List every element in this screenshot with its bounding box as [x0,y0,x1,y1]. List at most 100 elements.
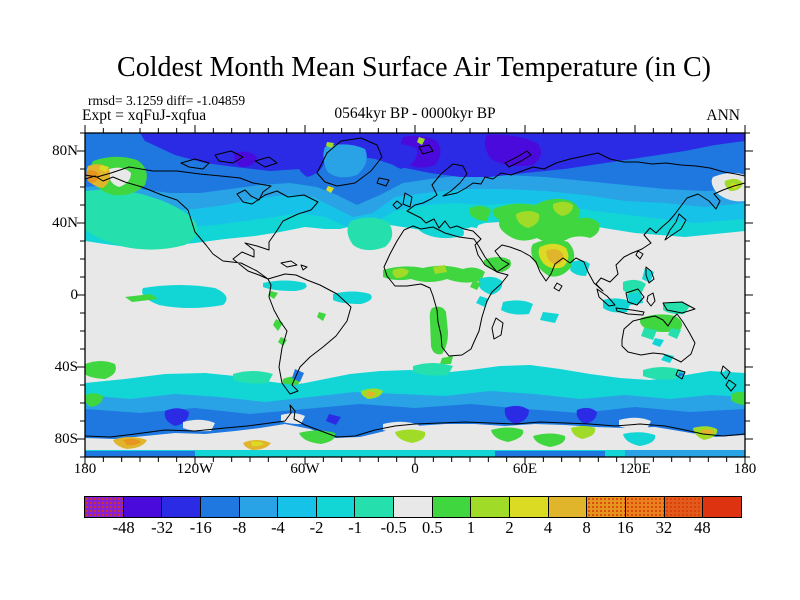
map-svg [77,125,753,465]
colorbar-cell [547,497,587,517]
coastline [418,144,434,155]
map-patch [395,429,426,443]
colorbar-tick-label: -2 [309,518,324,537]
coastline [504,150,532,168]
colorbar-cell [393,497,432,517]
colorbar-cell [509,497,548,517]
map-patch [383,144,418,169]
map-patch [429,306,448,355]
colorbar-cell [470,497,510,517]
map-patch [268,291,278,299]
coastline [725,379,737,392]
season-label: ANN [706,107,740,124]
lon-axis-label-60w: 60W [290,461,320,477]
colorbar-cell [161,497,200,517]
map-patch [501,300,533,315]
lat-axis-label-40s: 40S [54,359,78,375]
colorbar-cell [702,497,741,517]
colorbar-cell [586,497,625,517]
coastline [635,250,644,260]
lat-axis-label-40n: 40N [52,215,78,231]
map-patch [326,414,341,425]
coastline [621,313,696,363]
map-patch [417,137,425,145]
lon-axis-label-120e: 120E [619,461,651,477]
coastline [392,200,403,210]
coastline [376,177,390,187]
map-patch [123,438,141,446]
map-patch [417,222,464,239]
colorbar-tick-label: -32 [151,518,174,537]
coastline [254,156,278,168]
map-patch [183,419,215,432]
map-patch [85,451,195,457]
map-patch [233,371,273,384]
map-patch [317,312,326,321]
map-patch [623,279,646,295]
map-frame [84,132,746,458]
map-patch [701,429,715,435]
map-patch [516,211,540,228]
coastline [553,282,563,292]
map-patch [668,328,681,339]
map-patch [470,205,491,221]
coastline [316,137,383,187]
page-title: Coldest Month Mean Surface Air Temperatu… [117,52,711,83]
colorbar-tick-label: 32 [655,518,673,537]
map-patch [383,265,485,283]
map-patch [627,292,643,305]
map-patch [85,189,198,250]
map-patch [85,361,116,379]
map-patch [333,291,372,304]
map-patch [392,268,409,278]
colorbar-tick-label: 48 [694,518,711,537]
colorbar-cell [122,497,162,517]
colorbar-cell [199,497,239,517]
map-patch [458,217,481,228]
coastline [491,317,504,340]
map-layers [85,133,745,457]
coastline [596,288,616,307]
colorbar-tick-label: 8 [582,518,591,537]
map-patch [140,133,745,177]
coastline [720,365,731,380]
colorbar-tick-label: -8 [232,518,247,537]
coastline [645,266,655,284]
colorbar-cell [431,497,471,517]
map-patch [347,217,393,251]
period-label: 0564kyr BP - 0000kyr BP [334,105,496,122]
map-patch [440,356,453,364]
map-patch [661,354,674,363]
lat-axis-label-0: 0 [70,287,79,303]
map-patch [326,142,334,148]
map-patch [731,391,745,405]
coastline [214,150,244,164]
colorbar-tick-label: 4 [543,518,553,537]
map-patch [641,328,657,340]
coastline [664,213,687,241]
coastline [662,301,696,314]
map-patch [326,186,334,193]
map-patch [492,198,600,243]
lon-axis-label-60e: 60E [512,461,538,477]
map-patch [643,367,681,380]
lon-axis-label-0: 0 [411,461,419,477]
colorbar-cell [85,497,123,517]
lon-axis-label-180w: 180 [73,461,97,477]
map-patch [663,301,690,315]
coastline [625,288,645,306]
colorbar-tick-label: 16 [616,518,634,537]
colorbar-tick-label: -0.5 [380,518,407,537]
colorbar-cell [624,497,664,517]
coastline [675,369,686,380]
colorbar-cell [315,497,355,517]
map-patch [495,451,605,457]
coastline [646,292,656,307]
map-patch [251,441,264,447]
map-patch [479,276,503,295]
coastline [85,404,745,438]
colorbar-tick-label: 1 [466,518,475,537]
map-patch [639,314,683,332]
map-patch [491,427,524,442]
